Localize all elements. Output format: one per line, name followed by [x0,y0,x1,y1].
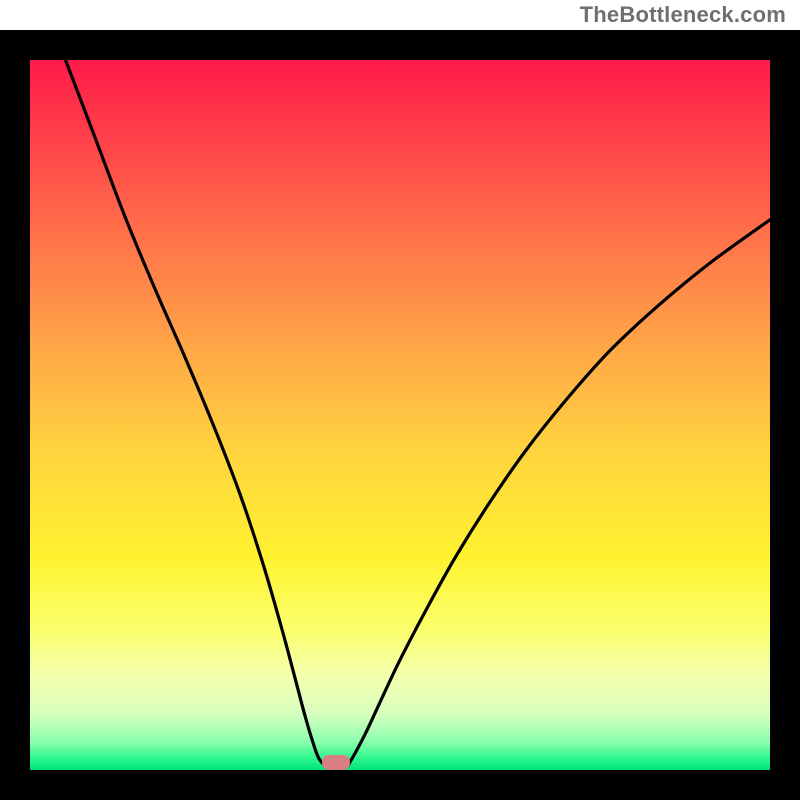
frame-left [0,30,30,800]
frame-top [0,30,800,60]
optimal-point-marker [322,755,350,770]
frame-right [770,30,800,800]
watermark-text: TheBottleneck.com [580,2,786,28]
bottleneck-curve [30,60,770,770]
chart-stage: TheBottleneck.com [0,0,800,800]
frame-bottom [0,770,800,800]
